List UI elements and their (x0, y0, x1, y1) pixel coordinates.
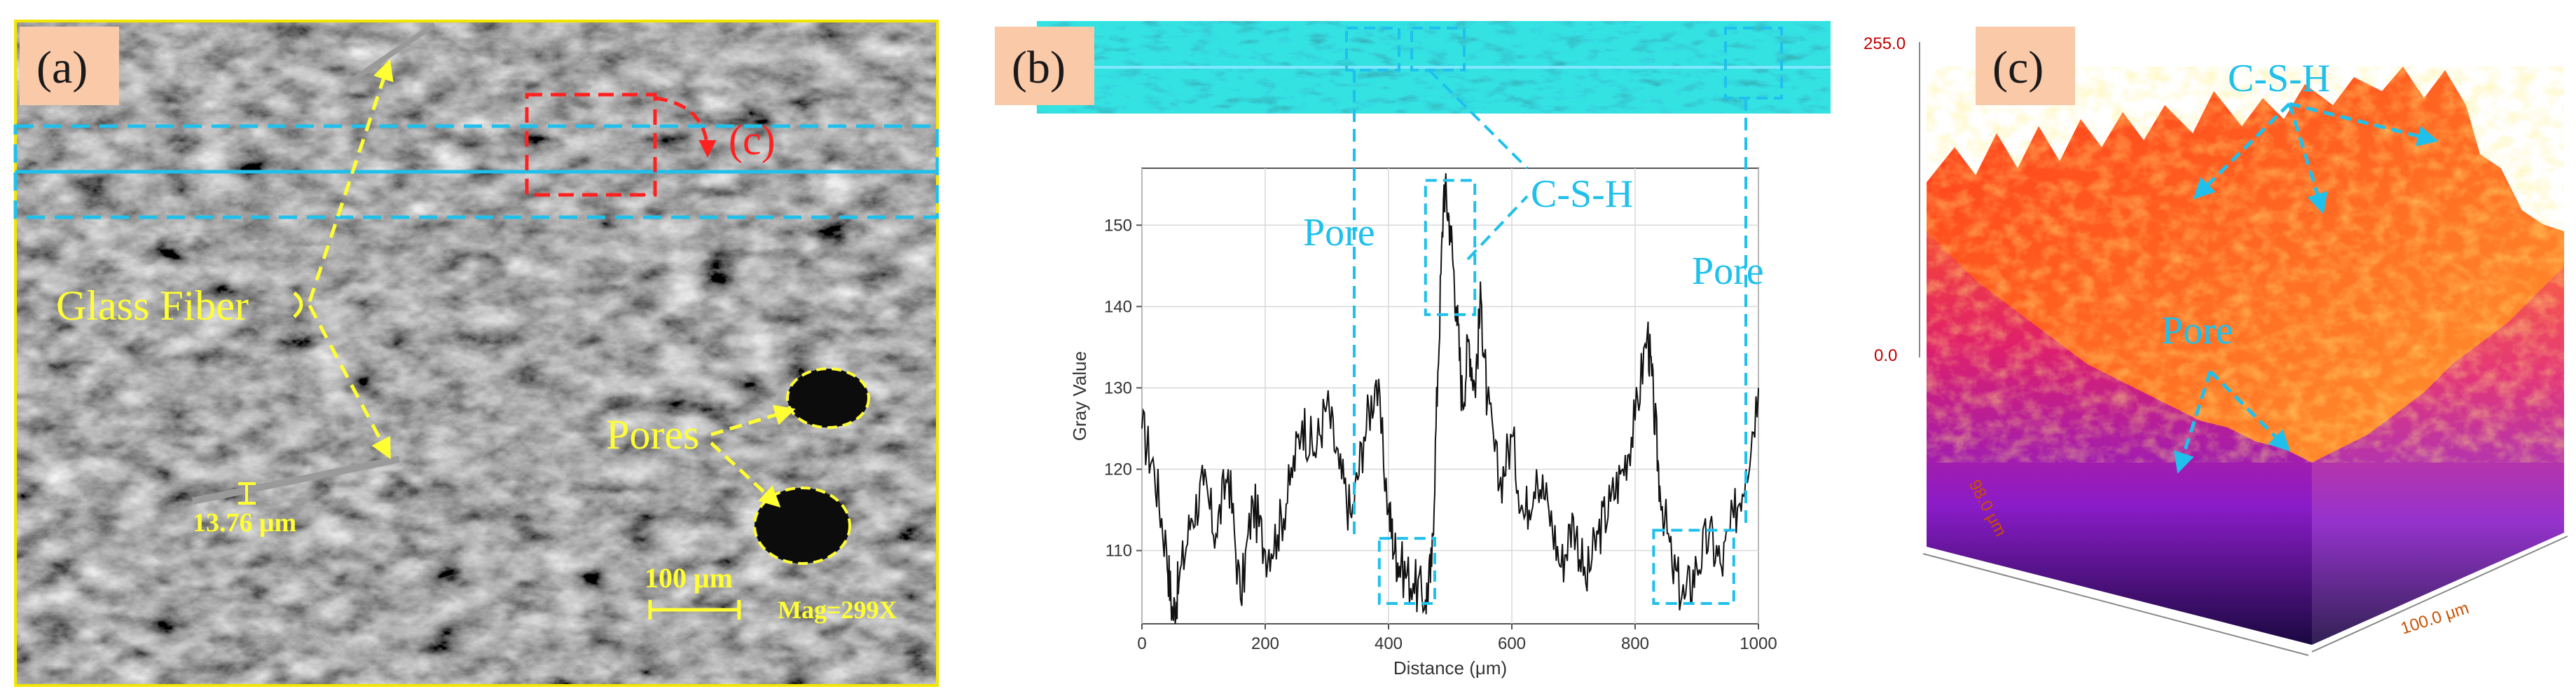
panel-a: (c) (a) Glass Fiber 13.76 μm Pores 100 μ… (0, 0, 939, 696)
pore-label-left: Pore (1303, 211, 1375, 254)
y-tick-label: 140 (1104, 297, 1132, 316)
connector-csh-1 (1428, 69, 1529, 170)
panel-c-svg: 255.0 0.0 98.0 μm 100.0 μm (c) C-S-H Por… (1864, 27, 2568, 656)
glass-fiber-upper (345, 22, 436, 87)
region-c-box (525, 93, 657, 197)
csh-arrow-down (2287, 103, 2328, 214)
y-tick-label: 110 (1106, 542, 1132, 561)
surface-top-texture (1927, 67, 2564, 463)
strip-box-csh (1410, 27, 1466, 71)
pore-label-c: Pore (2161, 309, 2233, 353)
x-tick-label: 200 (1251, 634, 1279, 653)
csh-label-c: C-S-H (2228, 57, 2330, 100)
x-tick-label: 1000 (1740, 634, 1777, 653)
y-tick-label: 130 (1104, 378, 1132, 397)
region-c-arrow (654, 96, 717, 158)
fiber-diameter-label: 13.76 μm (193, 508, 296, 538)
panel-c: 255.0 0.0 98.0 μm 100.0 μm (c) C-S-H Por… (1850, 0, 2576, 696)
x-tick-label: 800 (1621, 634, 1649, 653)
y-axis-title: Gray Value (1069, 351, 1090, 441)
x-dimension-label: 100.0 μm (2399, 599, 2472, 639)
chart-box-pore-right (1652, 528, 1735, 605)
x-tick-label: 0 (1137, 634, 1146, 653)
glass-fiber-arrow-up (308, 59, 394, 302)
pore-outline-upper (786, 367, 870, 429)
pore-label-right: Pore (1692, 250, 1764, 293)
scale-bar-label: 100 μm (645, 562, 733, 594)
panel-b-svg: (b) 0 200 400 600 800 1000 110 120 130 140 150 Dist… (995, 21, 1831, 678)
pores-arrow-upper (710, 404, 796, 437)
magnification-label: Mag=299X (778, 596, 897, 624)
chart-box-csh (1424, 179, 1477, 316)
panel-a-tag-bg (20, 27, 119, 105)
csh-arrow-right (2289, 102, 2439, 146)
panel-a-tag: (a) (36, 42, 88, 93)
y-tick-label: 120 (1104, 460, 1132, 479)
x-axis-title: Distance (μm) (1393, 657, 1507, 678)
sem-image-texture (15, 21, 937, 685)
panel-c-tag: (c) (1992, 42, 2044, 93)
z-axis-min-label: 0.0 (1874, 346, 1897, 365)
csh-arrow-left (2193, 102, 2291, 200)
chart-box-pore-left (1377, 537, 1436, 605)
strip-box-pore-left (1345, 27, 1400, 71)
glass-fiber-brace (293, 292, 303, 318)
region-c-label: (c) (729, 117, 776, 163)
panel-b-tag-bg (995, 27, 1094, 105)
y-tick-label: 150 (1104, 216, 1132, 235)
z-axis-max-label: 255.0 (1864, 34, 1906, 53)
glass-fiber-arrow-down (308, 304, 391, 460)
csh-label-b: C-S-H (1531, 172, 1633, 216)
pores-arrow-lower (710, 442, 781, 508)
pore-outline-lower (753, 486, 851, 565)
connector-csh-2 (1466, 195, 1529, 261)
panel-b-tag: (b) (1012, 42, 1066, 93)
glass-fiber-lower (192, 456, 400, 505)
panel-a-svg: (c) (a) Glass Fiber 13.76 μm Pores 100 μ… (13, 20, 939, 687)
strip-box-pore-right (1724, 27, 1783, 100)
panel-c-tag-bg (1976, 27, 2075, 105)
glass-fiber-label: Glass Fiber (56, 282, 249, 329)
panel-b: (b) 0 200 400 600 800 1000 110 120 130 140 150 Dist… (981, 0, 1843, 696)
gray-value-chart: 0 200 400 600 800 1000 110 120 130 140 150 Distance… (1069, 168, 1777, 678)
x-tick-label: 400 (1375, 634, 1403, 653)
pore-arrow-right (2209, 370, 2291, 452)
x-base-axis (2311, 535, 2568, 653)
y-base-axis (1922, 553, 2309, 656)
series-line (1141, 173, 1759, 625)
x-tick-label: 600 (1498, 634, 1526, 653)
pores-label: Pores (606, 411, 699, 458)
sem-image-frame (14, 20, 939, 687)
